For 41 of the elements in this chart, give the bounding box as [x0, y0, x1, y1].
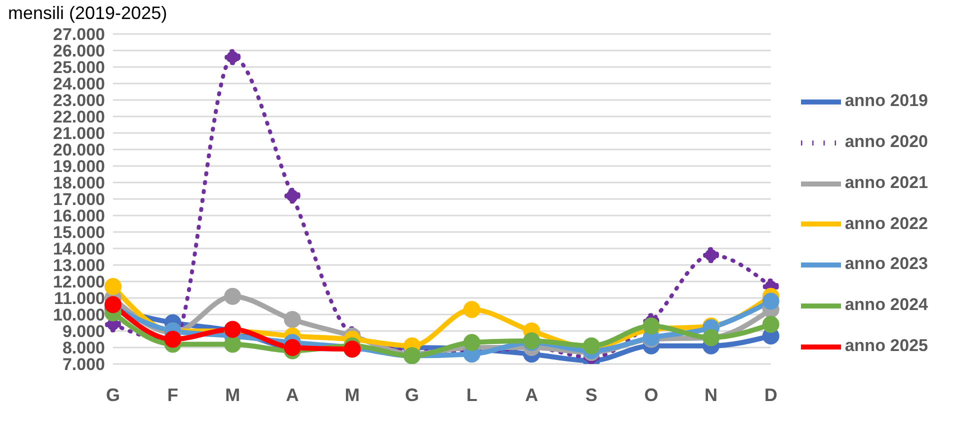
legend-label: anno 2019 [844, 91, 928, 110]
y-tick-label: 8.000 [62, 338, 105, 358]
y-tick-label: 27.000 [53, 25, 105, 44]
y-tick-label: 18.000 [53, 174, 105, 193]
legend-label: anno 2021 [844, 172, 928, 192]
y-tick-label: 19.000 [53, 157, 105, 176]
y-tick-label: 23.000 [53, 91, 105, 110]
legend-label: anno 2024 [844, 295, 928, 314]
x-tick-label: L [466, 384, 478, 405]
y-tick-label: 15.000 [53, 223, 105, 242]
y-tick-label: 25.000 [53, 58, 105, 78]
y-tick-label: 16.000 [53, 206, 105, 226]
x-tick-label: G [405, 384, 420, 405]
x-tick-label: M [344, 384, 360, 405]
x-tick-label: M [225, 384, 240, 405]
y-tick-label: 12.000 [53, 272, 105, 292]
y-tick-label: 17.000 [53, 190, 105, 210]
y-tick-label: 20.000 [53, 140, 105, 160]
y-tick-label: 13.000 [53, 256, 105, 276]
y-tick-label: 10.000 [53, 306, 105, 325]
y-tick-label: 24.000 [53, 74, 105, 94]
x-tick-label: N [704, 384, 718, 405]
y-tick-label: 26.000 [53, 42, 105, 61]
y-tick-label: 22.000 [53, 108, 105, 127]
legend-label: anno 2025 [844, 336, 928, 355]
x-tick-label: D [764, 384, 778, 405]
x-tick-label: S [585, 384, 598, 405]
x-tick-label: G [106, 384, 120, 405]
y-tick-label: 11.000 [54, 289, 105, 308]
y-tick-label: 9.000 [62, 322, 105, 342]
x-tick-label: O [644, 384, 658, 405]
chart-title: mensili (2019-2025) [8, 2, 168, 24]
x-tick-label: F [167, 384, 178, 405]
legend-label: anno 2022 [844, 214, 928, 233]
y-tick-label: 7.000 [62, 355, 105, 374]
y-tick-label: 14.000 [53, 240, 105, 259]
x-tick-label: A [525, 384, 538, 405]
y-tick-label: 21.000 [53, 124, 105, 144]
x-tick-label: A [286, 384, 299, 405]
legend-label: anno 2023 [844, 254, 928, 274]
legend-label: anno 2020 [844, 132, 928, 152]
